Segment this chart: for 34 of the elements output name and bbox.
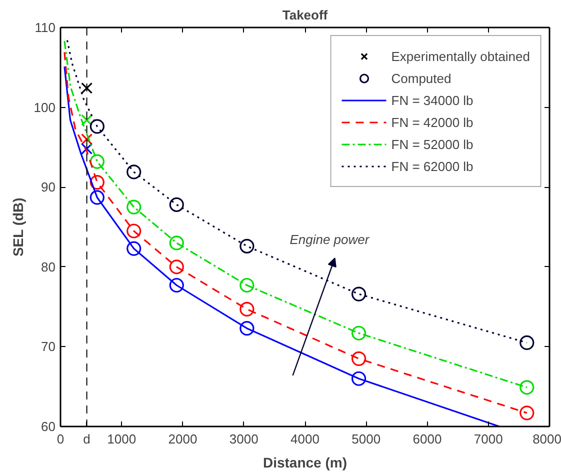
x-tick-label: 3000 <box>229 432 258 446</box>
y-axis-title: SEL (dB) <box>10 198 26 257</box>
x-tick-label: 0 <box>56 432 64 446</box>
point <box>169 197 184 212</box>
y-tick-label: 60 <box>41 419 56 434</box>
point <box>126 164 142 180</box>
x-tick-label: d <box>83 432 90 446</box>
legend-label: Computed <box>391 70 452 86</box>
y-tick-label: 90 <box>41 180 56 195</box>
y-tick-label: 100 <box>34 100 56 115</box>
point <box>81 82 93 94</box>
point <box>520 335 534 350</box>
legend-label: FN = 34000 lb <box>391 92 474 108</box>
y-tick-label: 110 <box>34 20 56 35</box>
chart-title: Takeoff <box>282 8 328 22</box>
y-tick-label: 80 <box>41 259 56 274</box>
x-tick-label: 7000 <box>474 432 503 446</box>
point <box>240 238 254 254</box>
point <box>351 286 366 302</box>
legend-label: FN = 62000 lb <box>391 158 474 174</box>
x-tick-label: 8000 <box>532 432 561 446</box>
x-tick-label: 4000 <box>290 432 320 446</box>
annotation: Engine power <box>290 232 370 247</box>
legend-label: Experimentally obtained <box>391 48 530 64</box>
x-axis-title: Distance (m) <box>262 454 348 470</box>
x-tick-label: 6000 <box>412 432 442 446</box>
legend-label: FN = 42000 lb <box>391 114 474 130</box>
x-tick-label: 5000 <box>352 432 381 446</box>
x-tick-label: 1000 <box>107 432 136 446</box>
y-tick-label: 70 <box>41 339 56 354</box>
x-tick-label: 2000 <box>168 432 198 446</box>
point <box>81 143 93 155</box>
point <box>90 119 104 134</box>
legend-label: FN = 52000 lb <box>391 136 474 152</box>
